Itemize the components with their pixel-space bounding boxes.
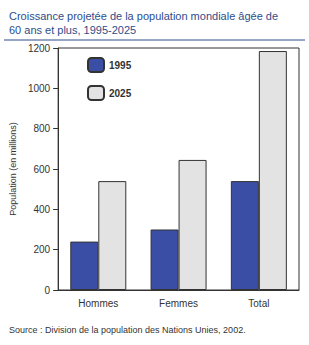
svg-text:Femmes: Femmes (159, 298, 198, 309)
svg-text:Croissance projetée de la popu: Croissance projetée de la population mon… (9, 10, 278, 22)
svg-text:600: 600 (33, 164, 50, 175)
svg-text:2025: 2025 (109, 88, 132, 99)
svg-text:1000: 1000 (28, 83, 51, 94)
svg-text:Total: Total (248, 298, 269, 309)
svg-text:Hommes: Hommes (78, 298, 118, 309)
svg-text:60 ans et plus, 1995-2025: 60 ans et plus, 1995-2025 (9, 24, 136, 36)
svg-text:800: 800 (33, 123, 50, 134)
svg-text:0: 0 (45, 285, 51, 296)
svg-text:1995: 1995 (109, 60, 132, 71)
svg-text:1200: 1200 (28, 43, 51, 54)
svg-text:400: 400 (33, 204, 50, 215)
svg-text:Population (en millions): Population (en millions) (8, 122, 18, 216)
svg-text:200: 200 (33, 244, 50, 255)
svg-text:Source : Division de la popula: Source : Division de la population des N… (9, 325, 246, 335)
